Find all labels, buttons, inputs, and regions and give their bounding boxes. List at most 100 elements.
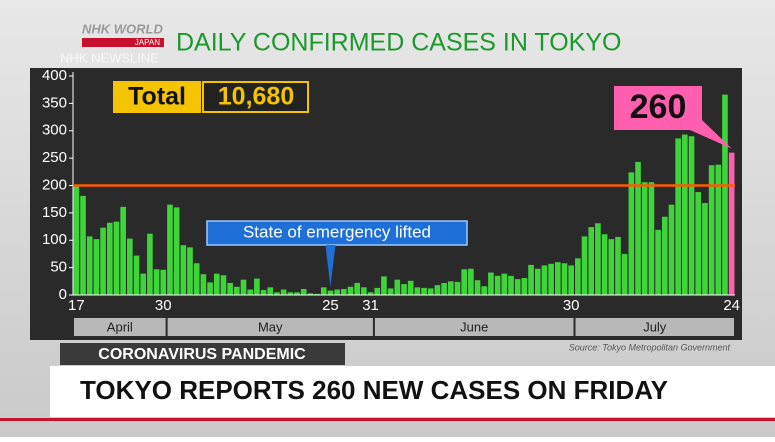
bar [702, 203, 708, 295]
topic: CORONAVIRUS PANDEMIC [98, 346, 306, 363]
month-band [167, 318, 373, 336]
bar [722, 94, 728, 296]
bar [234, 286, 240, 295]
y-tick-label: 0 [59, 286, 67, 303]
x-tick-label: 31 [362, 297, 379, 314]
month-label: April [107, 319, 133, 334]
y-tick-label: 50 [50, 259, 67, 276]
bar [327, 290, 334, 295]
bar [548, 263, 554, 295]
bar [361, 287, 367, 295]
bar [414, 287, 421, 295]
bar [207, 282, 213, 295]
bar [608, 239, 615, 295]
bar [708, 165, 715, 295]
bar [494, 275, 501, 295]
month-band [575, 318, 734, 336]
bar [655, 229, 661, 295]
bar [220, 275, 227, 295]
bar [153, 269, 160, 295]
brand-sub: JAPAN [135, 38, 160, 47]
bar [341, 288, 347, 295]
bar [601, 234, 608, 295]
bar [173, 207, 180, 295]
bar [334, 289, 340, 295]
bar [407, 280, 414, 295]
y-tick-label: 150 [42, 204, 67, 221]
bar [127, 238, 133, 295]
bar [147, 233, 153, 295]
bar [561, 263, 568, 295]
bar [73, 184, 80, 295]
bar [300, 288, 307, 295]
month-label: June [460, 319, 488, 334]
x-tick-label: 24 [723, 297, 740, 314]
bar [621, 253, 628, 295]
bar [715, 164, 722, 295]
callout-pointer [690, 120, 732, 149]
bar [521, 278, 528, 295]
headline-bar [50, 366, 775, 417]
bar [167, 204, 173, 295]
bar [481, 286, 488, 295]
total-value: 10,680 [218, 83, 294, 111]
bar [381, 276, 387, 295]
bar [280, 289, 287, 295]
bar [86, 236, 93, 295]
bar [287, 292, 294, 295]
bar [454, 281, 461, 295]
bar [661, 216, 668, 295]
x-tick-label: 17 [68, 297, 85, 314]
bar [421, 287, 427, 295]
bar [247, 289, 254, 295]
bar [615, 236, 621, 295]
bar [227, 282, 233, 295]
bar [100, 227, 106, 295]
bar [314, 293, 320, 295]
total-label-box [113, 81, 201, 113]
bar [635, 161, 641, 295]
bar [628, 172, 635, 295]
y-tick-label: 100 [42, 231, 67, 248]
source: Source: Tokyo Metropolitan Government [569, 342, 731, 352]
bar [193, 263, 200, 295]
annotation-pointer [325, 245, 336, 287]
bar [113, 221, 120, 295]
bar [254, 278, 260, 295]
bar [588, 227, 595, 295]
x-tick-label: 25 [322, 297, 339, 314]
bar [307, 293, 314, 295]
bar [581, 236, 588, 295]
callout-value: 260 [630, 88, 687, 126]
y-tick-label: 350 [42, 94, 67, 111]
bar [648, 182, 655, 295]
bar [501, 273, 508, 295]
bar [160, 269, 167, 295]
bar [568, 265, 574, 295]
bar [682, 134, 688, 295]
month-label: May [258, 319, 283, 334]
bar [387, 288, 394, 295]
bar [120, 206, 126, 295]
month-band [74, 318, 166, 336]
total-label: Total [128, 83, 186, 111]
bar [260, 290, 267, 295]
bar [441, 282, 447, 295]
bar [294, 292, 300, 295]
bar [534, 268, 541, 295]
y-tick-label: 250 [42, 149, 67, 166]
bar [187, 247, 193, 295]
bar [401, 284, 407, 295]
bar [347, 286, 354, 295]
brand: NHK WORLD [82, 21, 163, 36]
bar [133, 255, 140, 295]
bar [320, 287, 327, 295]
bar [367, 292, 374, 295]
bar [374, 287, 381, 295]
bar [641, 182, 648, 295]
bar [267, 287, 274, 295]
y-tick-label: 400 [42, 67, 67, 84]
bar [728, 152, 735, 295]
bar [240, 279, 247, 295]
